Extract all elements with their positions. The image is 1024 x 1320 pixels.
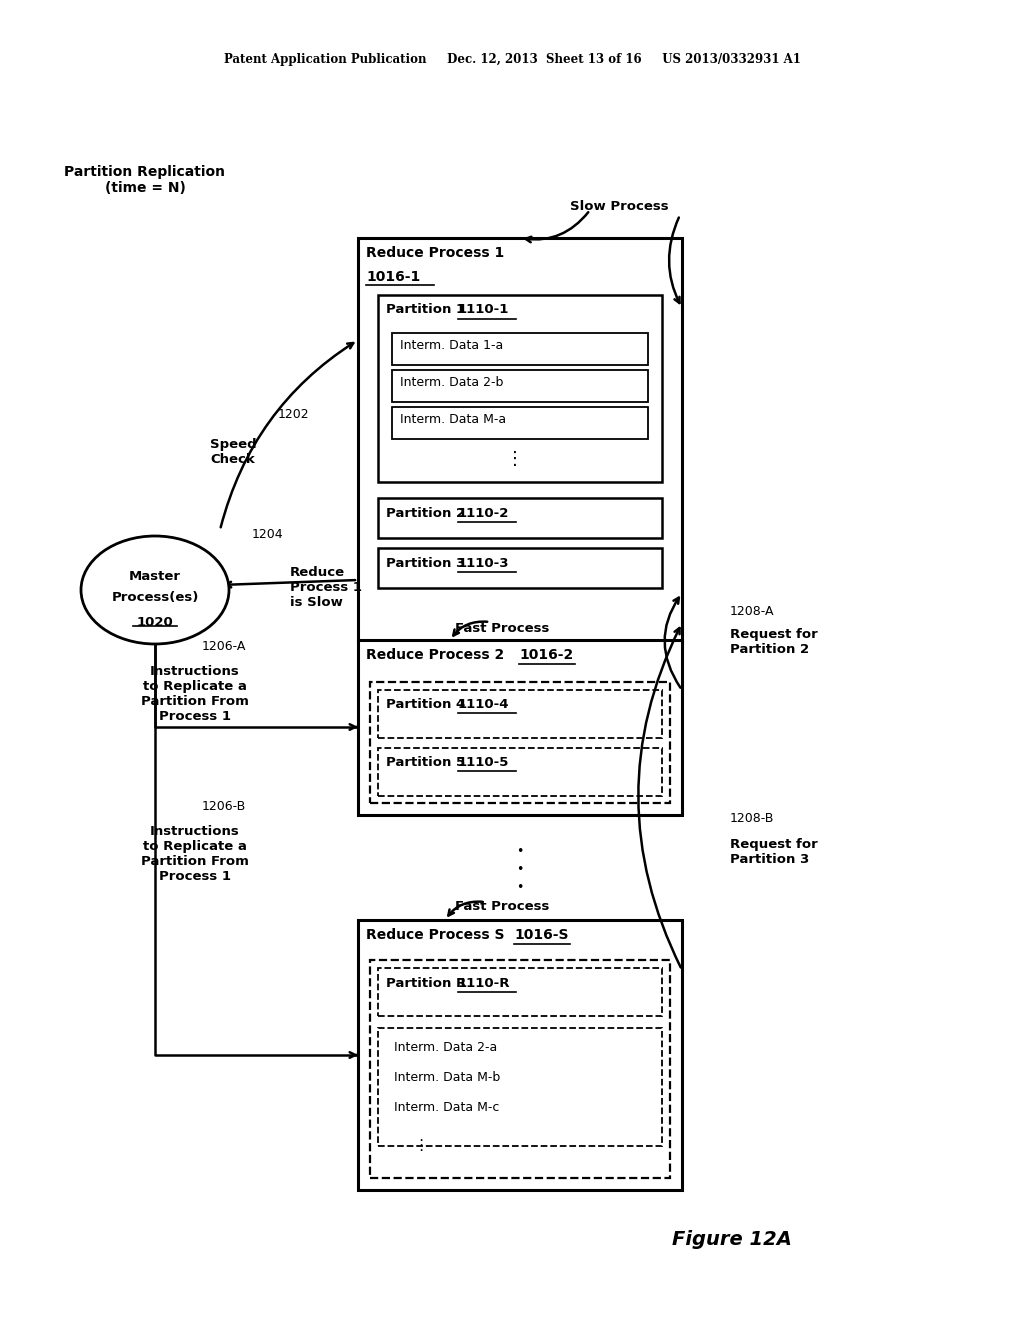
Ellipse shape <box>81 536 229 644</box>
Text: Interm. Data M-b: Interm. Data M-b <box>394 1071 501 1084</box>
Text: 1208-A: 1208-A <box>730 605 774 618</box>
Text: Partition R: Partition R <box>386 977 471 990</box>
Text: Partition Replication
(time = N): Partition Replication (time = N) <box>65 165 225 195</box>
Bar <box>378 748 662 796</box>
Bar <box>392 370 648 403</box>
Text: 1016-S: 1016-S <box>514 928 568 942</box>
Text: 1110-1: 1110-1 <box>458 304 509 315</box>
Text: Partition 5: Partition 5 <box>386 756 470 770</box>
Text: Partition 1: Partition 1 <box>386 304 470 315</box>
Text: 1110-3: 1110-3 <box>458 557 510 570</box>
Text: Instructions
to Replicate a
Partition From
Process 1: Instructions to Replicate a Partition Fr… <box>141 825 249 883</box>
Text: Slow Process: Slow Process <box>570 201 669 213</box>
Text: 1016-1: 1016-1 <box>366 271 420 284</box>
Text: ⋮: ⋮ <box>506 450 524 469</box>
Text: Reduce Process 1: Reduce Process 1 <box>366 246 504 260</box>
Bar <box>386 1036 654 1063</box>
Text: Reduce
Process 1
is Slow: Reduce Process 1 is Slow <box>290 566 362 609</box>
Text: Fast Process: Fast Process <box>455 622 549 635</box>
Text: 1110-2: 1110-2 <box>458 507 509 520</box>
Text: Interm. Data 2-a: Interm. Data 2-a <box>394 1041 498 1053</box>
Bar <box>378 690 662 738</box>
Bar <box>378 548 662 587</box>
Text: Reduce Process S: Reduce Process S <box>366 928 509 942</box>
Text: Interm. Data M-a: Interm. Data M-a <box>400 413 506 426</box>
Bar <box>386 1067 654 1092</box>
Text: 1110-5: 1110-5 <box>458 756 509 770</box>
Text: •: • <box>516 880 523 894</box>
Bar <box>378 1028 662 1146</box>
Text: •: • <box>516 845 523 858</box>
Text: Reduce Process 2: Reduce Process 2 <box>366 648 509 663</box>
Bar <box>358 238 682 643</box>
Bar <box>392 407 648 440</box>
Text: •: • <box>516 863 523 876</box>
Text: Partition 4: Partition 4 <box>386 698 470 711</box>
Bar <box>386 1096 654 1122</box>
Text: Speed
Check: Speed Check <box>210 438 256 466</box>
Text: Figure 12A: Figure 12A <box>672 1230 792 1249</box>
Text: Interm. Data M-c: Interm. Data M-c <box>394 1101 500 1114</box>
Bar <box>358 640 682 814</box>
Text: Instructions
to Replicate a
Partition From
Process 1: Instructions to Replicate a Partition Fr… <box>141 665 249 723</box>
Bar <box>358 920 682 1191</box>
Text: 1202: 1202 <box>278 408 309 421</box>
Text: 1206-B: 1206-B <box>202 800 246 813</box>
Text: Process(es): Process(es) <box>112 591 199 605</box>
Text: 1110-R: 1110-R <box>458 977 511 990</box>
Text: 1020: 1020 <box>136 615 173 628</box>
Text: 1208-B: 1208-B <box>730 812 774 825</box>
Text: Interm. Data 1-a: Interm. Data 1-a <box>400 339 503 352</box>
Text: 1110-4: 1110-4 <box>458 698 510 711</box>
Text: Master: Master <box>129 569 181 582</box>
Text: Partition 3: Partition 3 <box>386 557 470 570</box>
Bar <box>378 294 662 482</box>
Bar <box>392 333 648 366</box>
Text: Request for
Partition 2: Request for Partition 2 <box>730 628 818 656</box>
Bar <box>370 682 670 803</box>
Bar <box>378 968 662 1016</box>
Text: 1016-2: 1016-2 <box>519 648 573 663</box>
Text: Request for
Partition 3: Request for Partition 3 <box>730 838 818 866</box>
Text: Interm. Data 2-b: Interm. Data 2-b <box>400 376 504 389</box>
Text: 1204: 1204 <box>252 528 284 541</box>
Bar <box>370 960 670 1177</box>
Text: 1206-A: 1206-A <box>202 640 247 653</box>
Text: Patent Application Publication     Dec. 12, 2013  Sheet 13 of 16     US 2013/033: Patent Application Publication Dec. 12, … <box>223 54 801 66</box>
Text: Fast Process: Fast Process <box>455 900 549 913</box>
Text: ⋮: ⋮ <box>413 1138 428 1152</box>
Text: Partition 2: Partition 2 <box>386 507 470 520</box>
Bar <box>378 498 662 539</box>
